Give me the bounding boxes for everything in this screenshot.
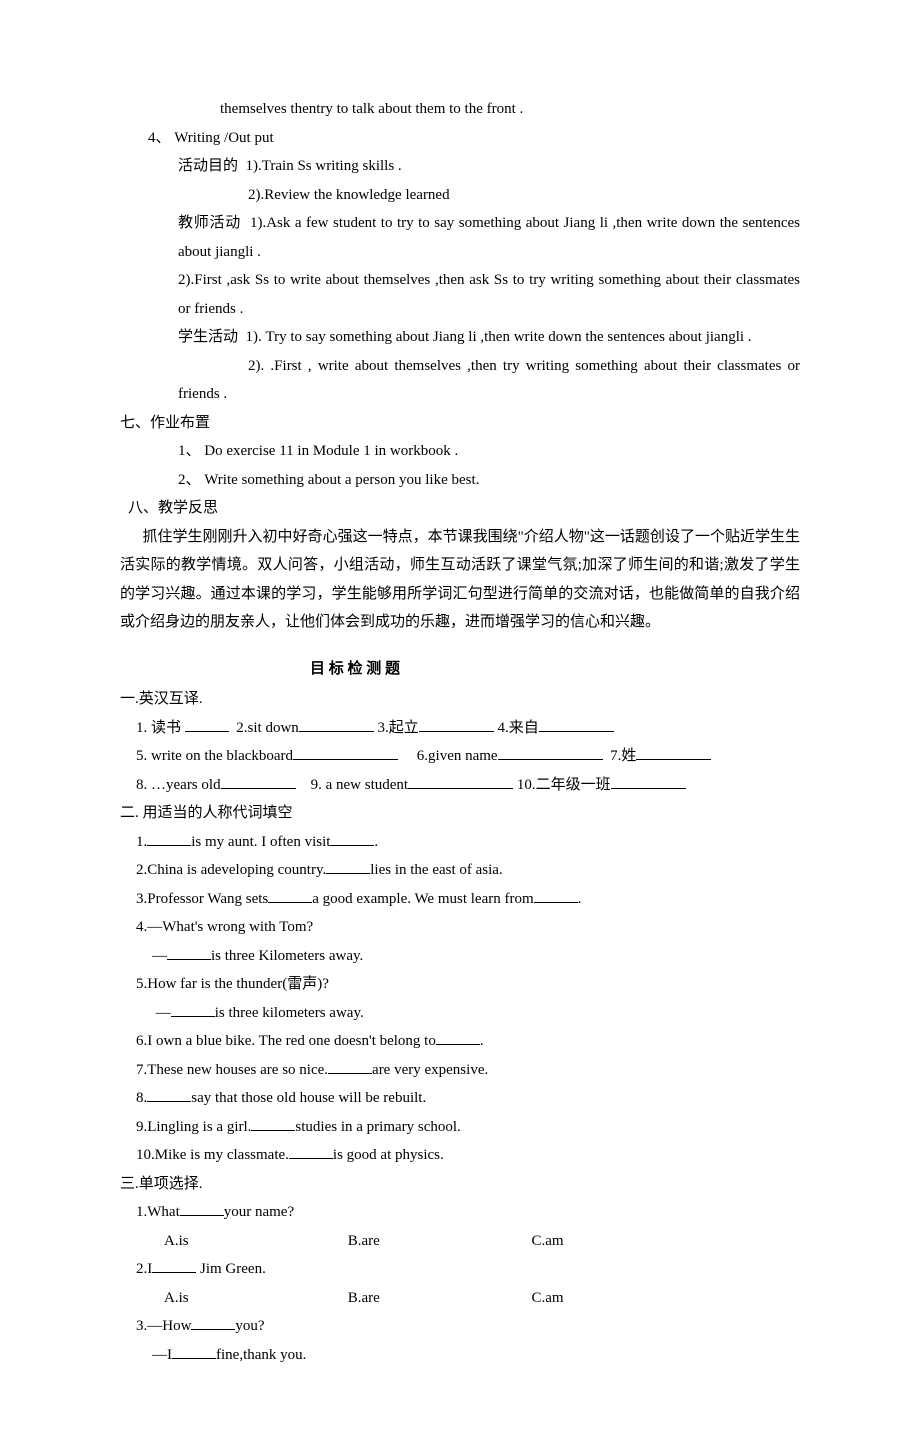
purpose-2: 2).Review the knowledge learned	[120, 181, 800, 210]
s3-q1: 1.What your name?	[120, 1198, 800, 1227]
s3-q2: 2.I Jim Green.	[120, 1255, 800, 1284]
s2-q9: 9.Lingling is a girl. studies in a primar…	[120, 1113, 800, 1142]
s3-q3-b: you?	[235, 1318, 264, 1334]
s2-q4: 4.―What's wrong with Tom?	[120, 913, 800, 942]
s2-q10-a: 10.Mike is my classmate.	[136, 1147, 289, 1163]
student-activity-2: 2). .First , write about themselves ,the…	[120, 352, 800, 409]
s1-q5: 5. write on the blackboard	[136, 748, 293, 764]
teacher-activity-1: 教师活动 1).Ask a few student to try to say …	[120, 209, 800, 266]
line-continuation: themselves thentry to talk about them to…	[120, 95, 800, 124]
s3-q2-b: Jim Green.	[196, 1261, 266, 1277]
item-4-heading: 4、 Writing /Out put	[120, 124, 800, 153]
s2-q1-b: is my aunt. I often visit	[191, 834, 330, 850]
s1-q2: 2.sit down	[236, 720, 299, 736]
s2-q8-b: say that those old house will be rebuilt…	[191, 1090, 426, 1106]
s2-q1-c: .	[374, 834, 378, 850]
s2-q10: 10.Mike is my classmate. is good at physi…	[120, 1141, 800, 1170]
s3-q2-choices: A.is B.are C.am	[120, 1284, 800, 1313]
s1-q6: 6.given name	[417, 748, 498, 764]
s2-q4-c: is three Kilometers away.	[211, 948, 363, 964]
s2-q4-a: 4.―What's wrong with Tom?	[136, 919, 313, 935]
student-2-text: 2). .First , write about themselves ,the…	[178, 358, 800, 403]
label-purpose: 活动目的	[178, 158, 238, 174]
s3-q3-sub: ―I fine,thank you.	[120, 1341, 800, 1370]
choice-a: A.is	[164, 1227, 344, 1256]
s2-q3-b: a good example. We must learn from	[312, 891, 533, 907]
s2-q5: 5.How far is the thunder(雷声)?	[120, 970, 800, 999]
s2-q8: 8. say that those old house will be rebui…	[120, 1084, 800, 1113]
choice-a: A.is	[164, 1284, 344, 1313]
section-3-title: 三.单项选择.	[120, 1170, 800, 1199]
s3-q2-a: 2.I	[136, 1261, 152, 1277]
s2-q7-b: are very expensive.	[372, 1062, 488, 1078]
choice-b: B.are	[348, 1227, 528, 1256]
s2-q2-b: lies in the east of asia.	[370, 862, 502, 878]
s2-q6-b: .	[480, 1033, 484, 1049]
section-2-title: 二. 用适当的人称代词填空	[120, 799, 800, 828]
s2-q9-a: 9.Lingling is a girl.	[136, 1119, 251, 1135]
s3-q3-d: fine,thank you.	[216, 1347, 306, 1363]
s3-q3: 3.―How you?	[120, 1312, 800, 1341]
s2-q5-a: 5.How far is the thunder(雷声)?	[136, 976, 329, 992]
s1-q7: 7.姓	[610, 748, 636, 764]
s2-q4-b: ―	[152, 948, 167, 964]
s2-q5-b: ―	[156, 1005, 171, 1021]
s2-q10-b: is good at physics.	[333, 1147, 444, 1163]
s2-q3: 3.Professor Wang sets a good example. We …	[120, 885, 800, 914]
s2-q3-a: 3.Professor Wang sets	[136, 891, 268, 907]
document-page: themselves thentry to talk about them to…	[0, 0, 920, 1429]
hw-item-1: 1、 Do exercise 11 in Module 1 in workboo…	[120, 437, 800, 466]
s1-row-3: 8. …years old 9. a new student 10.二年级一班	[120, 771, 800, 800]
teacher-2-text: 2).First ,ask Ss to write about themselv…	[108, 272, 800, 317]
s1-q8: 8. …years old	[136, 777, 221, 793]
purpose-1: 1).Train Ss writing skills .	[246, 158, 402, 174]
s2-q7-a: 7.These new houses are so nice.	[136, 1062, 328, 1078]
reflection-body: 抓住学生刚刚升入初中好奇心强这一特点，本节课我围绕"介绍人物"这一话题创设了一个…	[120, 523, 800, 637]
label-student: 学生活动	[178, 329, 238, 345]
test-title: 目 标 检 测 题	[120, 655, 800, 684]
s3-q3-c: ―I	[152, 1347, 172, 1363]
s1-q3: 3.起立	[378, 720, 419, 736]
s2-q4-sub: ― is three Kilometers away.	[120, 942, 800, 971]
s1-row-2: 5. write on the blackboard 6.given name …	[120, 742, 800, 771]
s2-q6: 6.I own a blue bike. The red one doesn't…	[120, 1027, 800, 1056]
s2-q1: 1. is my aunt. I often visit.	[120, 828, 800, 857]
teacher-activity-2: 2).First ,ask Ss to write about themselv…	[120, 266, 800, 323]
s2-q3-c: .	[578, 891, 582, 907]
s3-q3-a: 3.―How	[136, 1318, 191, 1334]
section-8-title: 八、教学反思	[120, 494, 800, 523]
s2-q9-b: studies in a primary school.	[295, 1119, 460, 1135]
s2-q7: 7.These new houses are so nice. are very …	[120, 1056, 800, 1085]
student-activity-1: 学生活动 1). Try to say something about Jian…	[120, 323, 800, 352]
s1-q1: 1. 读书	[136, 720, 181, 736]
s1-q10: 10.二年级一班	[517, 777, 611, 793]
s2-q8-a: 8.	[136, 1090, 147, 1106]
student-1-text: 1). Try to say something about Jiang li …	[246, 329, 752, 345]
section-7-title: 七、作业布置	[120, 409, 800, 438]
s2-q5-c: is three kilometers away.	[215, 1005, 364, 1021]
s3-q1-b: your name?	[224, 1204, 294, 1220]
activity-purpose: 活动目的 1).Train Ss writing skills .	[120, 152, 800, 181]
s2-q6-a: 6.I own a blue bike. The red one doesn't…	[136, 1033, 436, 1049]
s2-q1-a: 1.	[136, 834, 147, 850]
teacher-1-text: 1).Ask a few student to try to say somet…	[178, 215, 800, 260]
s1-row-1: 1. 读书 2.sit down 3.起立 4.来自	[120, 714, 800, 743]
section-1-title: 一.英汉互译.	[120, 685, 800, 714]
s2-q2-a: 2.China is adeveloping country.	[136, 862, 326, 878]
choice-b: B.are	[348, 1284, 528, 1313]
choice-c: C.am	[532, 1227, 564, 1256]
label-teacher: 教师活动	[178, 215, 241, 231]
hw-item-2: 2、 Write something about a person you li…	[120, 466, 800, 495]
s2-q2: 2.China is adeveloping country. lies in t…	[120, 856, 800, 885]
s1-q4: 4.来自	[498, 720, 539, 736]
s2-q5-sub: ― is three kilometers away.	[120, 999, 800, 1028]
s1-q9: 9. a new student	[311, 777, 408, 793]
choice-c: C.am	[532, 1284, 564, 1313]
s3-q1-choices: A.is B.are C.am	[120, 1227, 800, 1256]
s3-q1-a: 1.What	[136, 1204, 180, 1220]
